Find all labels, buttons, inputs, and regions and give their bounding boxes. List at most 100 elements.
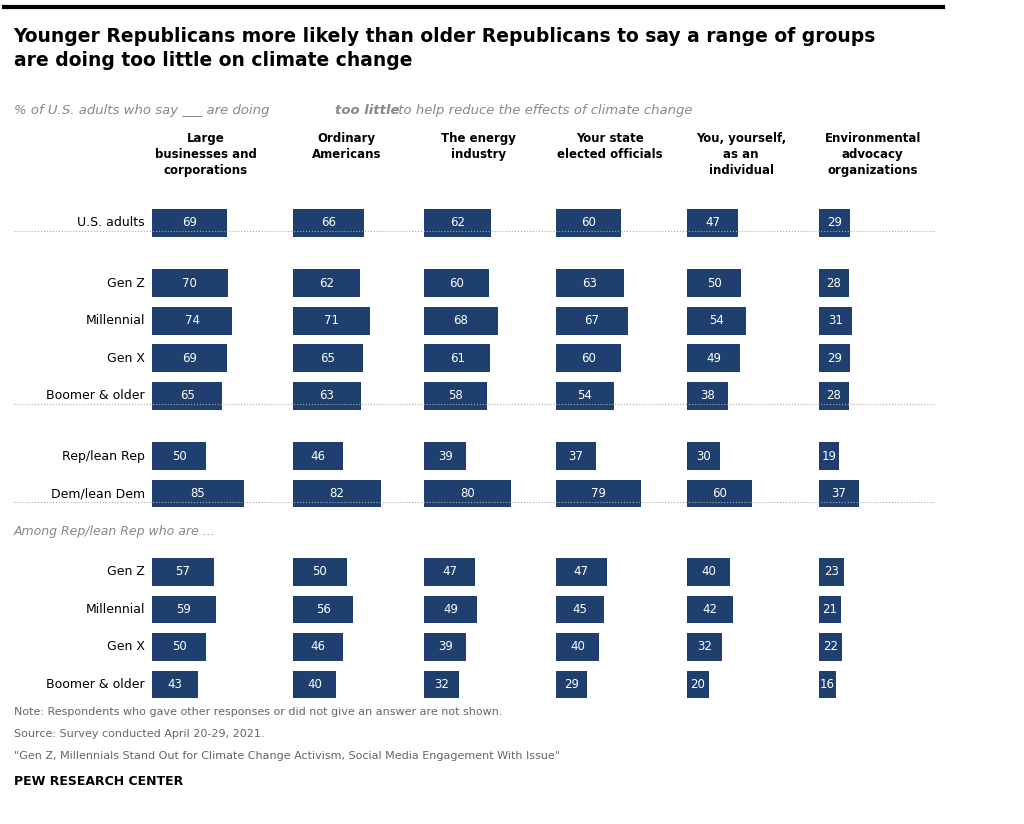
Text: Note: Respondents who gave other responses or did not give an answer are not sho: Note: Respondents who gave other respons… <box>13 707 502 717</box>
Bar <box>687 344 740 372</box>
Bar <box>293 480 381 508</box>
Bar <box>424 480 511 508</box>
Bar <box>424 307 498 335</box>
Text: 47: 47 <box>442 565 458 578</box>
Bar <box>152 633 206 661</box>
Text: You, yourself,
as an
individual: You, yourself, as an individual <box>696 132 786 177</box>
Bar <box>556 671 587 698</box>
Text: 31: 31 <box>828 314 843 327</box>
Bar <box>819 480 859 508</box>
Text: Boomer & older: Boomer & older <box>46 678 145 691</box>
Bar <box>819 307 852 335</box>
Text: 40: 40 <box>701 565 717 578</box>
Bar <box>293 633 343 661</box>
Bar <box>293 307 370 335</box>
Bar <box>556 480 641 508</box>
Bar <box>152 480 244 508</box>
Bar <box>424 558 475 586</box>
Bar <box>424 344 490 372</box>
Bar <box>293 344 364 372</box>
Text: 65: 65 <box>321 352 336 365</box>
Text: 23: 23 <box>823 565 839 578</box>
Text: 54: 54 <box>709 314 724 327</box>
Text: 43: 43 <box>168 678 182 691</box>
Bar <box>687 596 732 623</box>
Text: 32: 32 <box>434 678 450 691</box>
Bar <box>819 344 850 372</box>
Bar <box>152 671 199 698</box>
Bar <box>556 596 604 623</box>
Text: 38: 38 <box>700 389 715 402</box>
Text: 80: 80 <box>460 487 475 500</box>
Bar <box>687 633 722 661</box>
Text: Boomer & older: Boomer & older <box>46 389 145 402</box>
Text: 29: 29 <box>826 216 842 229</box>
Bar <box>556 269 624 297</box>
Bar <box>819 442 840 470</box>
Text: 65: 65 <box>179 389 195 402</box>
Text: 50: 50 <box>312 565 328 578</box>
Bar <box>819 558 844 586</box>
Bar <box>819 596 842 623</box>
Bar <box>152 344 226 372</box>
Text: too little: too little <box>335 105 399 118</box>
Text: to help reduce the effects of climate change: to help reduce the effects of climate ch… <box>394 105 692 118</box>
Text: 63: 63 <box>319 389 335 402</box>
Text: 79: 79 <box>591 487 606 500</box>
Text: 85: 85 <box>190 487 206 500</box>
Text: Source: Survey conducted April 20-29, 2021.: Source: Survey conducted April 20-29, 20… <box>13 729 264 739</box>
Text: 60: 60 <box>581 216 596 229</box>
Bar <box>819 209 850 236</box>
Bar <box>687 671 709 698</box>
Bar <box>293 671 336 698</box>
Text: Large
businesses and
corporations: Large businesses and corporations <box>155 132 257 177</box>
Text: 60: 60 <box>713 487 727 500</box>
Text: 68: 68 <box>454 314 469 327</box>
Text: 49: 49 <box>707 352 721 365</box>
Text: 63: 63 <box>583 277 597 289</box>
Bar <box>556 633 599 661</box>
Text: 40: 40 <box>307 678 322 691</box>
Text: 16: 16 <box>820 678 835 691</box>
Text: "Gen Z, Millennials Stand Out for Climate Change Activism, Social Media Engageme: "Gen Z, Millennials Stand Out for Climat… <box>13 751 559 761</box>
Text: 19: 19 <box>821 450 837 462</box>
Text: 70: 70 <box>182 277 198 289</box>
Text: 57: 57 <box>175 565 190 578</box>
Text: Among Rep/lean Rep who are ...: Among Rep/lean Rep who are ... <box>13 526 215 538</box>
Text: 39: 39 <box>438 450 453 462</box>
Bar <box>424 269 489 297</box>
Bar <box>152 269 227 297</box>
Text: 21: 21 <box>822 603 838 616</box>
Bar <box>293 442 343 470</box>
Bar <box>556 209 621 236</box>
Text: 45: 45 <box>572 603 588 616</box>
Text: 22: 22 <box>823 640 838 653</box>
Text: 69: 69 <box>182 216 197 229</box>
Text: 39: 39 <box>438 640 453 653</box>
Text: 42: 42 <box>702 603 718 616</box>
Bar <box>556 344 621 372</box>
Bar <box>152 442 206 470</box>
Text: Younger Republicans more likely than older Republicans to say a range of groups
: Younger Republicans more likely than old… <box>13 27 876 69</box>
Bar <box>424 633 467 661</box>
Text: Gen X: Gen X <box>108 640 145 653</box>
Text: Rep/lean Rep: Rep/lean Rep <box>62 450 145 462</box>
Bar <box>556 382 614 410</box>
Bar <box>152 209 226 236</box>
Text: 29: 29 <box>826 352 842 365</box>
Bar <box>687 558 730 586</box>
Bar <box>556 442 596 470</box>
Bar <box>424 671 459 698</box>
Bar <box>687 382 728 410</box>
Bar <box>687 480 752 508</box>
Bar <box>293 382 360 410</box>
Bar <box>293 209 365 236</box>
Text: 66: 66 <box>322 216 336 229</box>
Text: 32: 32 <box>697 640 712 653</box>
Bar <box>424 382 487 410</box>
Text: 50: 50 <box>707 277 722 289</box>
Bar <box>152 307 232 335</box>
Bar <box>293 596 353 623</box>
Text: 47: 47 <box>573 565 589 578</box>
Bar <box>819 382 849 410</box>
